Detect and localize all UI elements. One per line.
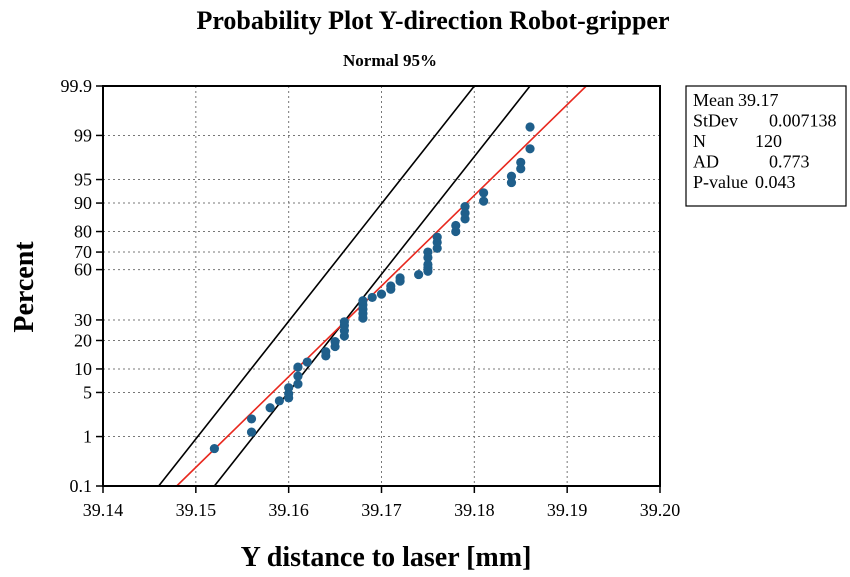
y-tick-label: 5 xyxy=(83,382,92,402)
x-tick-label: 39.19 xyxy=(547,500,588,520)
y-axis-label: Percent xyxy=(9,241,40,333)
y-tick-label: 80 xyxy=(74,222,92,242)
y-tick-label: 30 xyxy=(74,310,92,330)
data-point xyxy=(293,379,303,389)
data-point xyxy=(395,273,405,283)
data-point xyxy=(506,177,517,188)
data-point xyxy=(209,443,219,454)
stat-value: 0.773 xyxy=(769,152,810,172)
data-point xyxy=(460,202,470,212)
y-tick-label: 99.9 xyxy=(61,76,93,96)
data-point xyxy=(293,362,303,372)
y-tick-label: 0.1 xyxy=(70,476,93,496)
data-point xyxy=(386,281,396,291)
data-point xyxy=(423,247,433,257)
y-tick-label: 20 xyxy=(74,330,92,350)
data-point xyxy=(516,157,526,167)
y-tick-label: 99 xyxy=(74,125,92,145)
data-point xyxy=(460,208,470,218)
data-point xyxy=(451,220,461,231)
x-tick-label: 39.18 xyxy=(454,500,495,520)
stat-label: AD xyxy=(693,152,719,172)
fit-line-segment xyxy=(176,85,587,487)
data-point xyxy=(414,269,424,280)
data-point xyxy=(246,427,257,437)
data-points xyxy=(209,122,535,454)
stat-value: 0.007138 xyxy=(769,111,837,131)
data-point xyxy=(506,171,517,181)
x-tick-label: 39.20 xyxy=(640,500,681,520)
data-point xyxy=(330,337,340,347)
y-tick-label: 60 xyxy=(74,260,92,280)
confidence-band-lower xyxy=(213,85,531,487)
stat-label: P-value xyxy=(693,172,748,192)
x-tick-label: 39.14 xyxy=(83,500,124,520)
x-axis-ticks: 39.14 39.15 39.16 39.17 39.18 39.19 39.20 xyxy=(83,486,681,520)
stats-box-frame xyxy=(685,85,847,207)
data-point xyxy=(367,292,377,303)
confidence-band-upper xyxy=(158,85,475,487)
y-tick-label: 10 xyxy=(74,359,92,379)
data-point xyxy=(246,414,257,424)
data-point xyxy=(284,383,294,393)
stat-value: 0.043 xyxy=(755,172,796,192)
data-point xyxy=(423,259,433,270)
data-point xyxy=(525,122,535,132)
data-point xyxy=(358,296,368,306)
data-point xyxy=(265,403,275,413)
confidence-bands xyxy=(158,85,531,487)
data-point xyxy=(516,164,526,174)
y-tick-label: 70 xyxy=(74,242,92,262)
data-point xyxy=(339,317,349,327)
data-point xyxy=(321,347,331,357)
stat-label: Mean xyxy=(693,90,734,110)
stat-value: 120 xyxy=(755,131,782,151)
data-point xyxy=(479,196,489,206)
fit-line xyxy=(176,85,587,487)
y-tick-label: 90 xyxy=(74,193,92,213)
chart-subtitle: Normal 95% xyxy=(343,51,437,70)
y-tick-label: 1 xyxy=(83,427,92,447)
x-tick-label: 39.15 xyxy=(176,500,217,520)
y-tick-label: 95 xyxy=(74,170,92,190)
data-point xyxy=(525,144,535,154)
stat-value: 39.17 xyxy=(738,90,779,110)
data-point xyxy=(302,357,312,367)
data-point xyxy=(479,188,489,198)
x-tick-label: 39.16 xyxy=(268,500,309,520)
data-point xyxy=(376,289,387,299)
data-point xyxy=(432,232,442,242)
x-axis-label: Y distance to laser [mm] xyxy=(241,542,532,573)
chart-title: Probability Plot Y-direction Robot-gripp… xyxy=(196,6,669,35)
data-point xyxy=(274,396,284,406)
data-point xyxy=(293,371,303,381)
x-tick-label: 39.17 xyxy=(361,500,402,520)
stat-label: StDev xyxy=(693,111,738,131)
stat-label: N xyxy=(693,131,706,151)
